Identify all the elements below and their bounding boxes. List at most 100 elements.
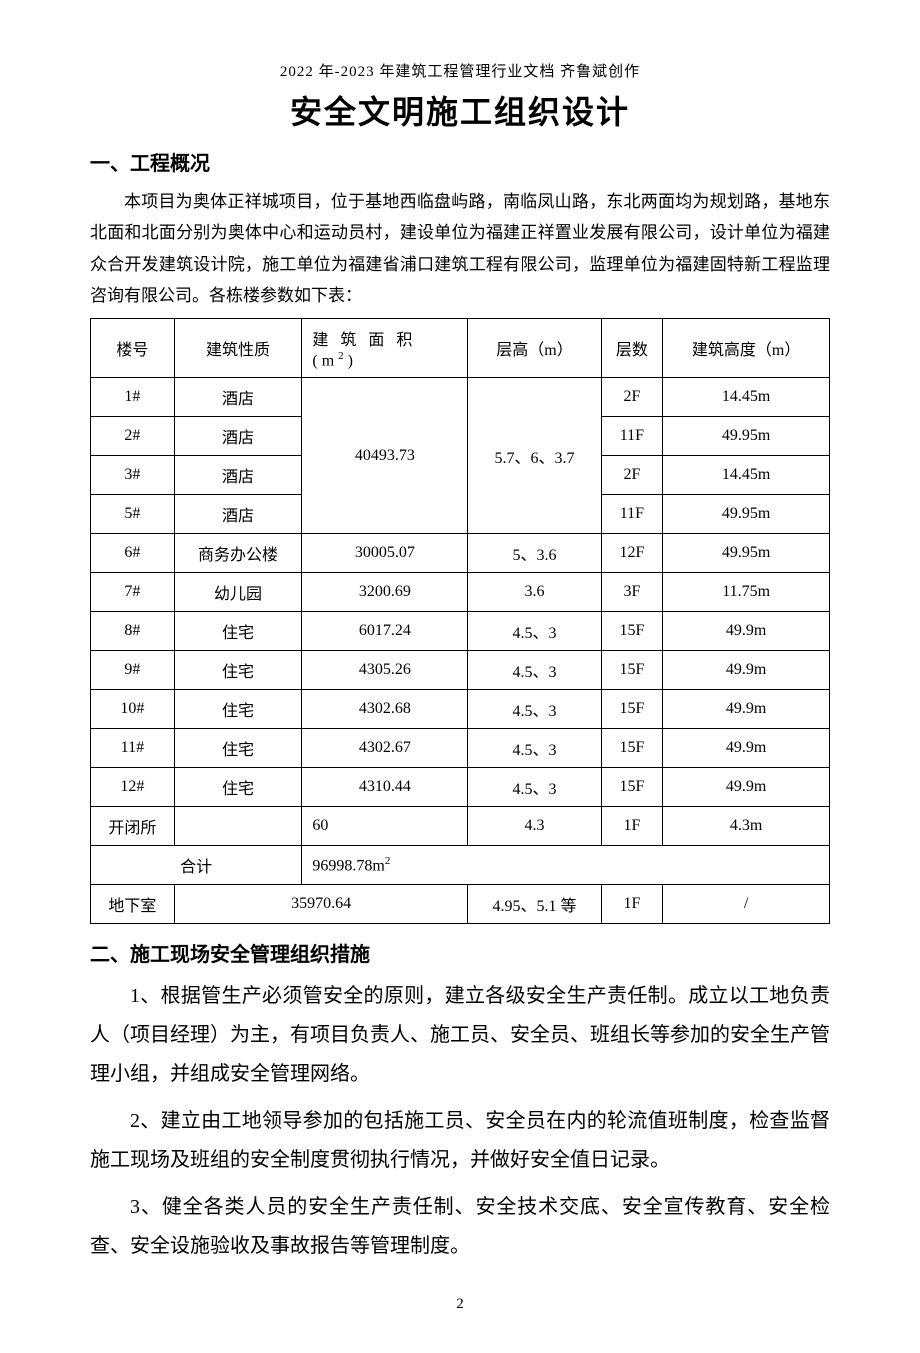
cell-basement-floor-height: 4.95、5.1 等 xyxy=(468,885,601,924)
col-building-type: 建筑性质 xyxy=(174,318,302,377)
col-floor-height: 层高（m） xyxy=(468,318,601,377)
cell-floors: 15F xyxy=(601,651,663,690)
cell-height: 49.95m xyxy=(663,534,830,573)
cell-building-type: 住宅 xyxy=(174,651,302,690)
cell-building-type: 住宅 xyxy=(174,729,302,768)
cell-floors: 15F xyxy=(601,690,663,729)
cell-building-no: 9# xyxy=(91,651,175,690)
document-title: 安全文明施工组织设计 xyxy=(90,87,830,133)
cell-floor-height-merged: 5.7、6、3.7 xyxy=(468,378,601,534)
table-row: 开闭所 60 4.3 1F 4.3m xyxy=(91,807,830,846)
cell-building-no: 10# xyxy=(91,690,175,729)
cell-building-type: 幼儿园 xyxy=(174,573,302,612)
document-header: 2022 年-2023 年建筑工程管理行业文档 齐鲁斌创作 xyxy=(90,60,830,81)
col-building-no: 楼号 xyxy=(91,318,175,377)
cell-height: 49.9m xyxy=(663,651,830,690)
cell-floor-height: 4.5、3 xyxy=(468,729,601,768)
section-1-heading: 一、工程概况 xyxy=(90,147,830,176)
section-2-paragraph-3: 3、健全各类人员的安全生产责任制、安全技术交底、安全宣传教育、安全检查、安全设施… xyxy=(90,1188,830,1266)
table-row: 8# 住宅 6017.24 4.5、3 15F 49.9m xyxy=(91,612,830,651)
table-header-row: 楼号 建筑性质 建 筑 面 积 (m2) 层高（m） 层数 建筑高度（m） xyxy=(91,318,830,377)
cell-building-type: 酒店 xyxy=(174,378,302,417)
cell-floor-height: 4.5、3 xyxy=(468,651,601,690)
cell-floor-height: 4.5、3 xyxy=(468,690,601,729)
cell-building-no: 11# xyxy=(91,729,175,768)
section-2-paragraph-2: 2、建立由工地领导参加的包括施工员、安全员在内的轮流值班制度，检查监督施工现场及… xyxy=(90,1102,830,1180)
cell-floors: 11F xyxy=(601,417,663,456)
cell-floors: 2F xyxy=(601,378,663,417)
cell-floor-height: 4.5、3 xyxy=(468,612,601,651)
col-building-area: 建 筑 面 积 (m2) xyxy=(302,318,468,377)
cell-floor-height: 4.3 xyxy=(468,807,601,846)
table-basement-row: 地下室 35970.64 4.95、5.1 等 1F / xyxy=(91,885,830,924)
cell-area: 60 xyxy=(302,807,468,846)
cell-building-type: 商务办公楼 xyxy=(174,534,302,573)
cell-total-value: 96998.78m2 xyxy=(302,846,830,885)
section-1-paragraph: 本项目为奥体正祥城项目，位于基地西临盘屿路，南临凤山路，东北两面均为规划路，基地… xyxy=(90,186,830,312)
cell-floors: 15F xyxy=(601,612,663,651)
cell-floors: 15F xyxy=(601,768,663,807)
cell-floors: 3F xyxy=(601,573,663,612)
cell-height: 11.75m xyxy=(663,573,830,612)
table-row: 10# 住宅 4302.68 4.5、3 15F 49.9m xyxy=(91,690,830,729)
cell-basement-area: 35970.64 xyxy=(174,885,468,924)
cell-area: 4302.68 xyxy=(302,690,468,729)
cell-building-no: 8# xyxy=(91,612,175,651)
cell-floors: 1F xyxy=(601,807,663,846)
cell-area: 3200.69 xyxy=(302,573,468,612)
cell-floor-height: 3.6 xyxy=(468,573,601,612)
cell-height: 49.9m xyxy=(663,612,830,651)
col-floors: 层数 xyxy=(601,318,663,377)
table-row: 12# 住宅 4310.44 4.5、3 15F 49.9m xyxy=(91,768,830,807)
cell-building-type: 酒店 xyxy=(174,456,302,495)
cell-height: 14.45m xyxy=(663,456,830,495)
section-2-heading: 二、施工现场安全管理组织措施 xyxy=(90,938,830,967)
cell-total-label: 合计 xyxy=(91,846,302,885)
cell-building-no: 7# xyxy=(91,573,175,612)
cell-building-no: 6# xyxy=(91,534,175,573)
cell-floors: 11F xyxy=(601,495,663,534)
cell-building-type: 酒店 xyxy=(174,417,302,456)
cell-height: 49.95m xyxy=(663,495,830,534)
cell-area: 30005.07 xyxy=(302,534,468,573)
cell-area: 4310.44 xyxy=(302,768,468,807)
cell-building-type: 住宅 xyxy=(174,768,302,807)
cell-height: 49.9m xyxy=(663,768,830,807)
cell-basement-floors: 1F xyxy=(601,885,663,924)
cell-building-type: 酒店 xyxy=(174,495,302,534)
cell-building-no: 3# xyxy=(91,456,175,495)
cell-area-merged: 40493.73 xyxy=(302,378,468,534)
cell-building-no: 12# xyxy=(91,768,175,807)
cell-floor-height: 4.5、3 xyxy=(468,768,601,807)
cell-building-type xyxy=(174,807,302,846)
cell-height: 49.95m xyxy=(663,417,830,456)
cell-area: 4302.67 xyxy=(302,729,468,768)
cell-floor-height: 5、3.6 xyxy=(468,534,601,573)
cell-building-no: 开闭所 xyxy=(91,807,175,846)
page-number: 2 xyxy=(90,1296,830,1313)
cell-height: 14.45m xyxy=(663,378,830,417)
cell-floors: 2F xyxy=(601,456,663,495)
building-params-table: 楼号 建筑性质 建 筑 面 积 (m2) 层高（m） 层数 建筑高度（m） 1#… xyxy=(90,318,830,924)
cell-floors: 15F xyxy=(601,729,663,768)
section-2-paragraph-1: 1、根据管生产必须管安全的原则，建立各级安全生产责任制。成立以工地负责人（项目经… xyxy=(90,977,830,1094)
cell-floors: 12F xyxy=(601,534,663,573)
col-building-height: 建筑高度（m） xyxy=(663,318,830,377)
table-row: 9# 住宅 4305.26 4.5、3 15F 49.9m xyxy=(91,651,830,690)
table-row: 11# 住宅 4302.67 4.5、3 15F 49.9m xyxy=(91,729,830,768)
cell-height: 49.9m xyxy=(663,690,830,729)
cell-area: 6017.24 xyxy=(302,612,468,651)
cell-building-no: 2# xyxy=(91,417,175,456)
table-row: 7# 幼儿园 3200.69 3.6 3F 11.75m xyxy=(91,573,830,612)
cell-building-type: 住宅 xyxy=(174,690,302,729)
cell-basement-label: 地下室 xyxy=(91,885,175,924)
table-row: 6# 商务办公楼 30005.07 5、3.6 12F 49.95m xyxy=(91,534,830,573)
document-page: 2022 年-2023 年建筑工程管理行业文档 齐鲁斌创作 安全文明施工组织设计… xyxy=(0,0,920,1353)
cell-basement-height: / xyxy=(663,885,830,924)
cell-height: 4.3m xyxy=(663,807,830,846)
cell-building-no: 5# xyxy=(91,495,175,534)
table-row: 1# 酒店 40493.73 5.7、6、3.7 2F 14.45m xyxy=(91,378,830,417)
cell-building-no: 1# xyxy=(91,378,175,417)
table-total-row: 合计 96998.78m2 xyxy=(91,846,830,885)
cell-area: 4305.26 xyxy=(302,651,468,690)
